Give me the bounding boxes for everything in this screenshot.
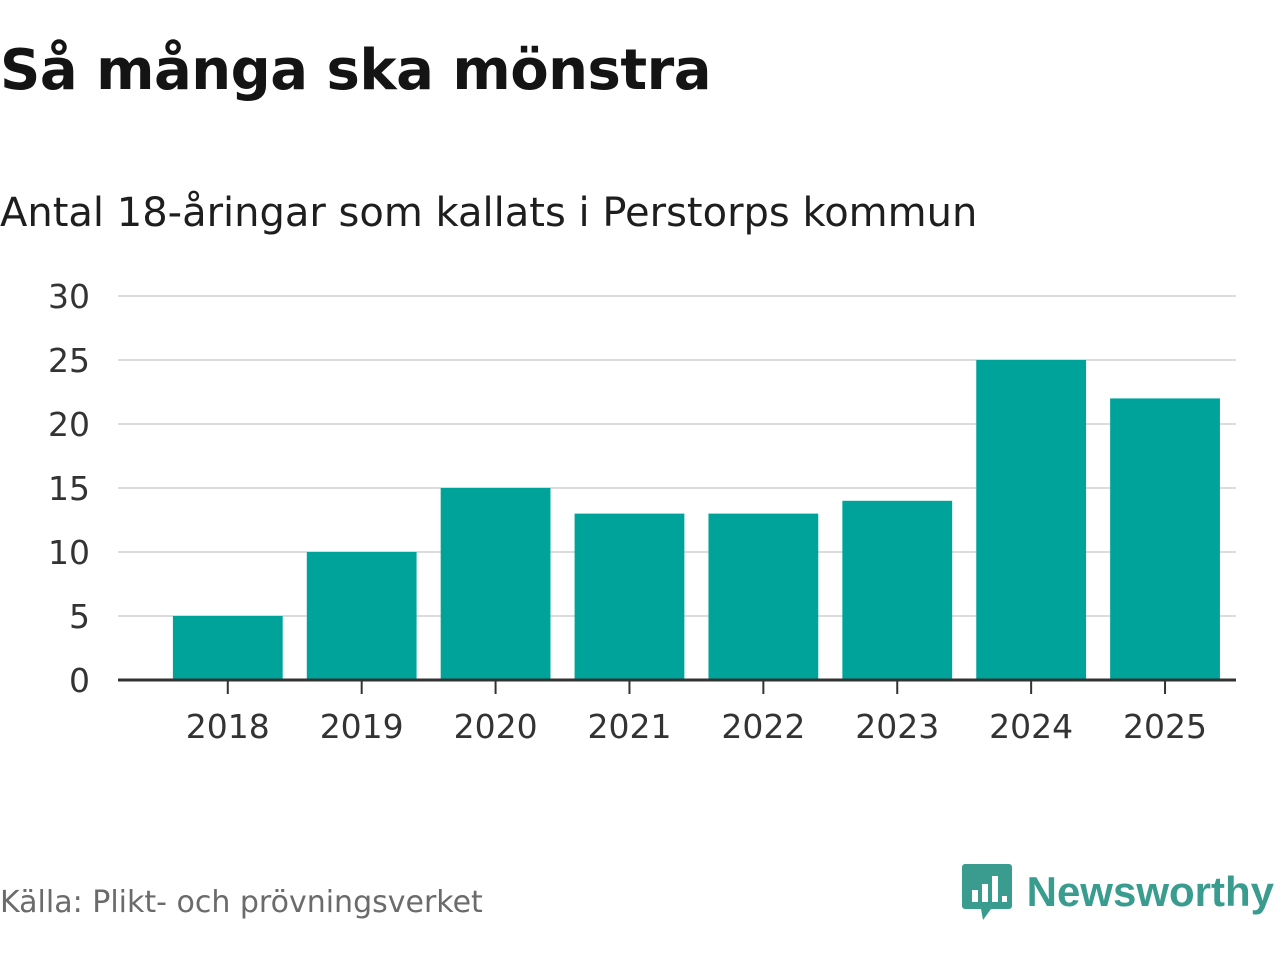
bar-2023 xyxy=(842,500,953,680)
y-tick-label: 15 xyxy=(48,469,90,508)
y-tick-label: 5 xyxy=(69,597,90,636)
bar-2020 xyxy=(440,488,551,680)
bar-2018 xyxy=(172,616,283,680)
y-tick-label: 25 xyxy=(48,341,90,380)
x-tick-label: 2022 xyxy=(721,707,805,746)
source-note: Källa: Plikt- och prövningsverket xyxy=(0,885,483,920)
y-tick-label: 0 xyxy=(69,661,90,700)
newsworthy-logo-icon xyxy=(961,864,1012,920)
y-axis-ticks: 0 5 10 15 20 25 30 xyxy=(48,277,90,700)
y-tick-label: 20 xyxy=(48,405,90,444)
bar-2024 xyxy=(976,360,1087,680)
x-tick-label: 2025 xyxy=(1123,707,1207,746)
x-tick-label: 2023 xyxy=(855,707,939,746)
y-tick-label: 10 xyxy=(48,533,90,572)
bar-2022 xyxy=(708,513,819,680)
bar-2025 xyxy=(1110,398,1220,680)
x-axis-ticks: 2018 2019 2020 2021 2022 2023 2024 2025 xyxy=(186,680,1207,746)
x-tick-label: 2020 xyxy=(454,707,538,746)
brand: Newsworthy xyxy=(961,862,1274,922)
y-tick-label: 30 xyxy=(48,277,90,316)
bar-2021 xyxy=(574,513,685,680)
x-tick-label: 2018 xyxy=(186,707,270,746)
x-tick-label: 2019 xyxy=(320,707,404,746)
chart-subtitle: Antal 18-åringar som kallats i Perstorps… xyxy=(0,190,978,236)
bar-2019 xyxy=(306,552,417,680)
bars xyxy=(172,360,1220,680)
x-tick-label: 2024 xyxy=(989,707,1073,746)
brand-name: Newsworthy xyxy=(1026,868,1274,915)
chart-title: Så många ska mönstra xyxy=(0,38,712,103)
x-tick-label: 2021 xyxy=(587,707,671,746)
